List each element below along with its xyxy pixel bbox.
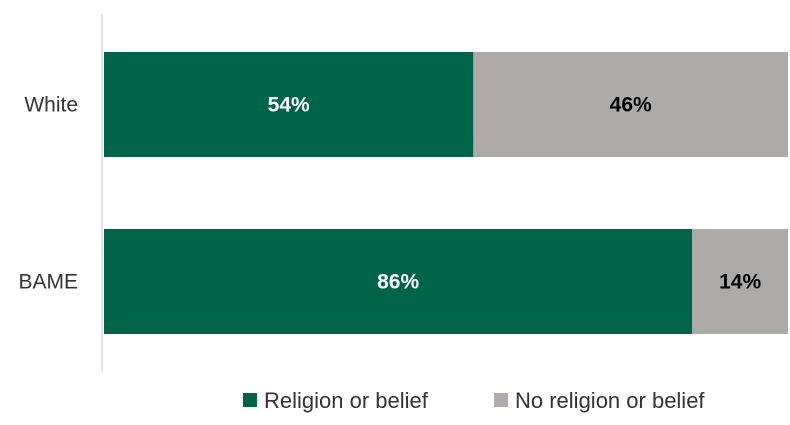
- legend-swatch-1: [494, 393, 508, 407]
- bar-bame-series-0: [104, 229, 693, 334]
- data-label-white-series-1: 46%: [610, 94, 652, 117]
- bar-white-series-1: [473, 52, 788, 157]
- data-label-white-series-0: 54%: [268, 94, 310, 117]
- legend-swatch-0: [243, 393, 257, 407]
- legend: Religion or belief No religion or belief: [243, 388, 705, 413]
- data-label-bame-series-1: 14%: [719, 271, 761, 294]
- legend-label-0: Religion or belief: [264, 388, 429, 413]
- bar-bame-series-1: [692, 229, 788, 334]
- bars-group: [104, 52, 788, 334]
- category-label-bame: BAME: [18, 271, 78, 294]
- data-label-bame-series-0: 86%: [377, 271, 419, 294]
- data-labels: 54% 46% 86% 14%: [268, 94, 762, 294]
- legend-label-1: No religion or belief: [515, 388, 705, 413]
- category-labels: White BAME: [18, 94, 78, 294]
- category-label-white: White: [24, 94, 78, 117]
- bar-white-series-0: [104, 52, 474, 157]
